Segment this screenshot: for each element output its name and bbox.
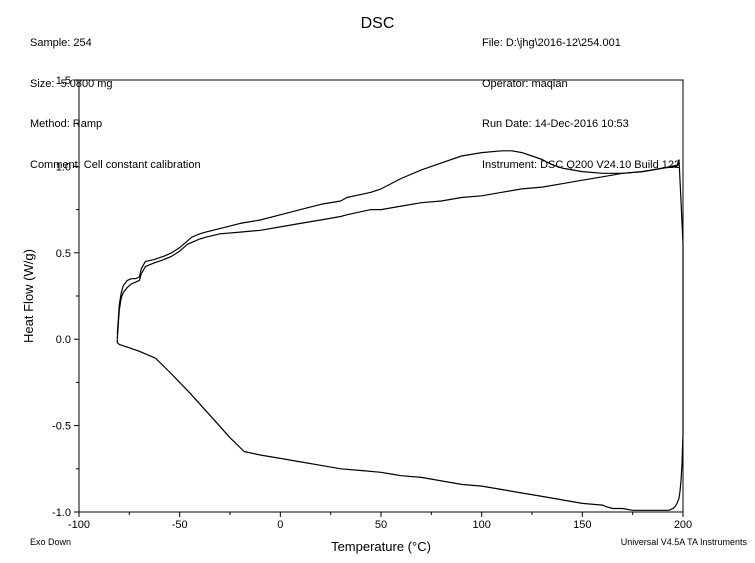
run-info: File: D:\jhg\2016-12\254.001 Operator: m… bbox=[482, 10, 680, 186]
instrument-line: Instrument: DSC Q200 V24.10 Build 122 bbox=[482, 158, 681, 171]
comment-line: Comment: Cell constant calibration bbox=[30, 158, 201, 171]
exo-direction-note: Exo Down bbox=[30, 537, 72, 547]
plot-frame bbox=[78, 79, 684, 513]
x-axis-label: Temperature (°C) bbox=[331, 539, 431, 554]
sample-line: Sample: 254 bbox=[30, 37, 92, 49]
y-tick-label: -1.0 bbox=[52, 507, 71, 519]
x-tick-label: 0 bbox=[277, 519, 283, 531]
run-date-line: Run Date: 14-Dec-2016 10:53 bbox=[482, 118, 629, 130]
sample-info: Sample: 254 Size: 5.0800 mg Method: Ramp… bbox=[30, 10, 201, 186]
x-tick-label: 50 bbox=[375, 519, 387, 531]
file-line: File: D:\jhg\2016-12\254.001 bbox=[482, 37, 621, 49]
y-tick-label: 1.0 bbox=[56, 161, 71, 173]
x-tick-label: 100 bbox=[472, 519, 490, 531]
y-tick-label: 0.5 bbox=[56, 248, 71, 260]
method-line: Method: Ramp bbox=[30, 118, 103, 130]
x-tick-label: -100 bbox=[68, 519, 90, 531]
y-tick-label: -0.5 bbox=[52, 421, 71, 433]
ticks-layer: -100 -50 0 50 100 150 200 -1.0 -0.5 0.0 0.5 1.0 1.5 bbox=[52, 75, 692, 531]
series-line-3 bbox=[116, 159, 684, 511]
x-tick-label: -50 bbox=[172, 519, 188, 531]
chart-title: DSC bbox=[360, 15, 395, 32]
y-tick-label: 1.5 bbox=[56, 75, 71, 87]
series-line-2 bbox=[116, 159, 680, 340]
x-tick-label: 200 bbox=[674, 519, 692, 531]
software-version: Universal V4.5A TA Instruments bbox=[620, 537, 747, 547]
series-line-1 bbox=[116, 150, 680, 335]
y-tick-label: 0.0 bbox=[56, 334, 71, 346]
x-tick-label: 150 bbox=[573, 519, 591, 531]
series-layer bbox=[116, 150, 684, 511]
y-axis-label: Heat Flow (W/g) bbox=[21, 249, 36, 343]
